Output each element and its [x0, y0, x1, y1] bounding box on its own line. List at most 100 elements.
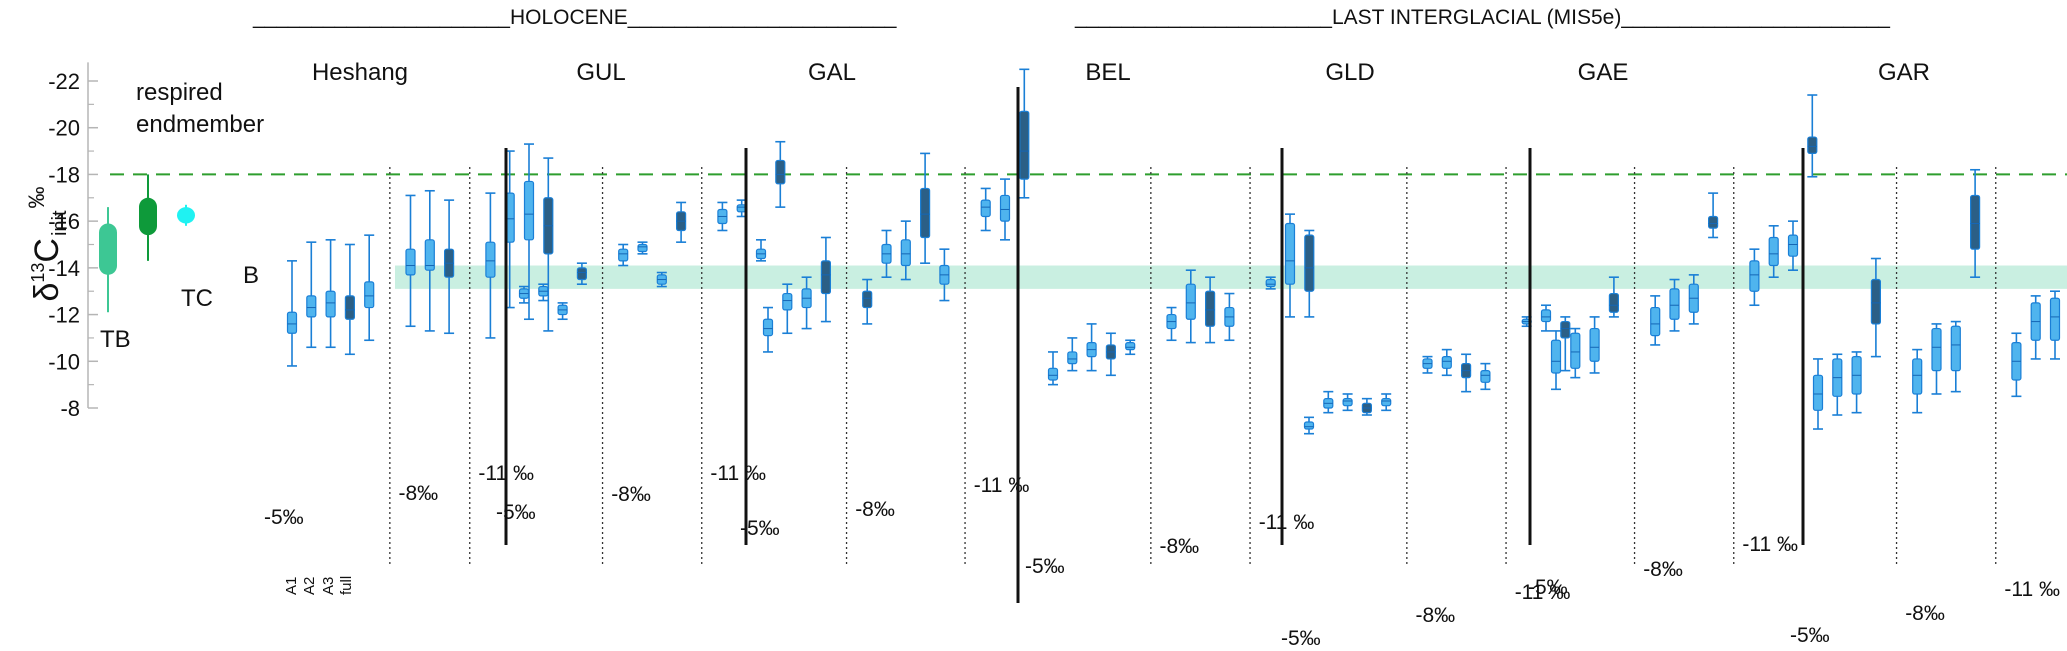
box-iqr [1570, 332, 1581, 369]
box-iqr [1950, 325, 1961, 372]
endmember-box [139, 197, 157, 236]
svg-text:δ13Cinit‰: δ13Cinit‰ [24, 186, 71, 301]
box-iqr [1480, 370, 1491, 383]
site-name: BEL [1085, 59, 1130, 86]
group-label: -8‰ [1160, 535, 1200, 558]
endmember-label: B [243, 262, 259, 289]
group-label: -5‰ [1281, 627, 1321, 650]
box-iqr [1185, 283, 1196, 320]
group-label: -5‰ [496, 501, 536, 524]
box-iqr [1265, 278, 1276, 288]
box-iqr [919, 187, 931, 239]
box-iqr [1550, 339, 1562, 374]
group-label: -5‰ [1790, 624, 1830, 647]
box-iqr [999, 194, 1011, 222]
box-iqr [344, 295, 355, 320]
box-iqr [1650, 306, 1661, 337]
box-iqr [523, 180, 535, 241]
endmember-box [177, 207, 195, 224]
box-iqr [485, 241, 496, 278]
box-iqr [1749, 260, 1760, 292]
box-iqr [306, 295, 317, 318]
endmember-label-line1: respired [136, 79, 223, 106]
box-iqr [1284, 222, 1296, 285]
y-axis-label: δ13Cinit‰ [24, 186, 71, 301]
endmember-label: TC [181, 285, 213, 312]
box-iqr [782, 292, 793, 311]
box-iqr [1540, 309, 1552, 323]
box-iqr [1707, 215, 1719, 229]
box-iqr [1560, 320, 1571, 339]
period-header-holocene: ______________________HOLOCENE__________… [252, 6, 897, 29]
box-iqr [424, 239, 435, 271]
box-iqr [364, 281, 375, 309]
y-axis-label-element: C [28, 238, 66, 263]
sub-group-label: A2 [301, 577, 318, 595]
y-axis-label-unit: ‰ [24, 186, 49, 208]
plot-marks: -22 -20 -18 -16 -14 -12 -10 -8 TB TC B Heshang -5‰ -8… [48, 59, 2061, 650]
y-tick-label: -16 [48, 209, 80, 234]
box-iqr [775, 159, 786, 185]
box-iqr [618, 248, 629, 262]
box-iqr [1812, 374, 1824, 411]
group-label: -8‰ [1416, 604, 1456, 627]
group-label: -5‰ [740, 517, 780, 540]
box-iqr [1768, 236, 1779, 267]
site-name: GUL [576, 59, 625, 86]
site-name: Heshang [312, 59, 408, 86]
sub-group-label: A3 [320, 577, 337, 595]
group-label: -11 ‰ [1259, 511, 1315, 534]
box-iqr [1342, 398, 1353, 407]
sub-group-label: A1 [283, 577, 300, 595]
box-iqr [1304, 234, 1315, 292]
site-name: GAL [808, 59, 856, 86]
box-iqr [325, 290, 336, 318]
box-iqr [1019, 110, 1030, 180]
group-label: -8‰ [611, 483, 651, 506]
box-iqr [1870, 278, 1882, 325]
box-iqr [980, 199, 991, 218]
y-axis-label-delta: δ [28, 283, 66, 302]
box-iqr [637, 243, 648, 253]
box-iqr [1047, 367, 1059, 381]
group-label: -11 ‰ [1742, 533, 1798, 556]
group-label: -11 ‰ [1515, 581, 1571, 604]
group-label: -8‰ [399, 482, 439, 505]
box-iqr [1912, 358, 1923, 395]
box-iqr [1303, 421, 1315, 430]
box-iqr [1067, 351, 1078, 365]
y-tick-label: -10 [48, 349, 80, 374]
box-iqr [1807, 136, 1818, 155]
box-iqr [2049, 297, 2061, 341]
group-label: -5‰ [1528, 576, 1568, 599]
period-header-last-interglacial: ______________________LAST INTERGLACIAL … [1074, 6, 1890, 29]
group-label: -5‰ [264, 506, 304, 529]
group-label: -8‰ [1643, 558, 1683, 581]
box-iqr [900, 239, 911, 267]
endmember-label-line2: endmember [136, 111, 264, 138]
site-name: GAR [1878, 59, 1930, 86]
box-iqr [1608, 292, 1620, 313]
box-iqr [762, 318, 774, 337]
site-name: GLD [1325, 59, 1374, 86]
sub-group-label: full [338, 576, 355, 595]
y-tick-label: -20 [48, 116, 80, 141]
group-label: -11 ‰ [974, 474, 1030, 497]
y-tick-label: -14 [48, 256, 80, 281]
y-axis-label-subscript: init [49, 210, 71, 236]
box-iqr [1204, 290, 1216, 327]
endmember-box [99, 223, 117, 275]
box-iqr [576, 267, 588, 281]
box-iqr [1589, 327, 1600, 362]
box-iqr [405, 248, 416, 276]
y-tick-label: -22 [48, 69, 80, 94]
y-tick-label: -8 [60, 396, 80, 421]
box-iqr [820, 260, 832, 295]
group-label: -11 ‰ [710, 462, 766, 485]
y-tick-label: -18 [48, 162, 80, 187]
y-axis-label-isotope: 13 [28, 263, 48, 283]
box-iqr [1669, 288, 1680, 320]
box-iqr [1931, 327, 1942, 372]
y-tick-label: -12 [48, 303, 80, 328]
